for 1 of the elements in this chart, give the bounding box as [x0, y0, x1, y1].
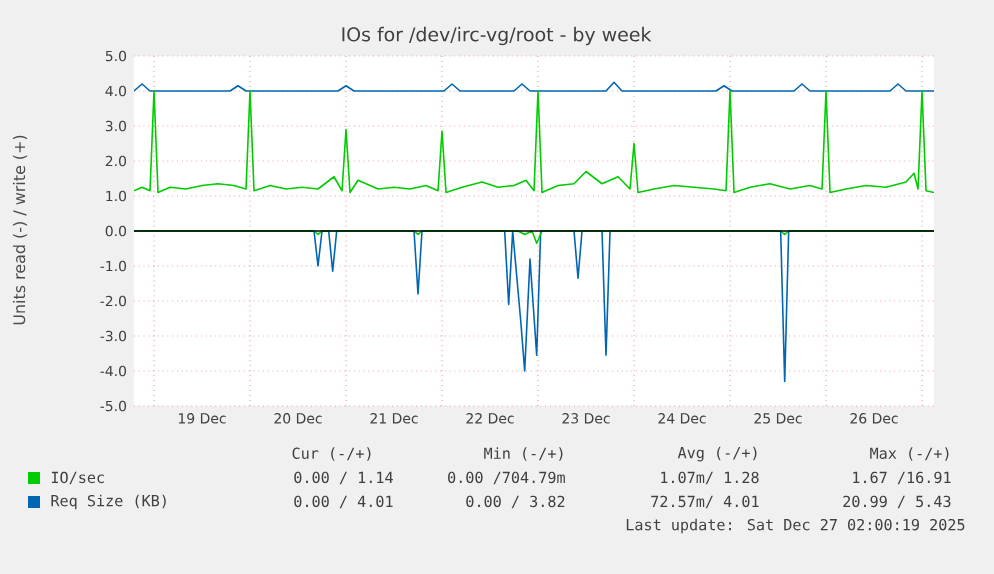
chart-title: IOs for /dev/irc-vg/root - by week [342, 26, 652, 46]
